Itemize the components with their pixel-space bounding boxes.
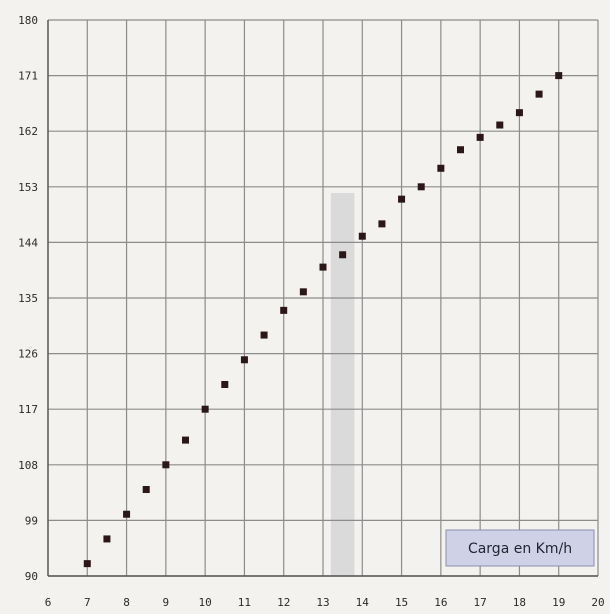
x-tick-label: 16 xyxy=(434,596,447,609)
x-tick-label: 12 xyxy=(277,596,290,609)
x-tick-label: 17 xyxy=(474,596,487,609)
data-point xyxy=(103,535,111,543)
highlight-band xyxy=(330,192,355,576)
data-points xyxy=(83,72,563,568)
y-tick-label: 135 xyxy=(18,292,38,305)
data-point xyxy=(457,146,464,154)
data-point xyxy=(83,560,91,568)
axes: 6 7 8 9 10 11 12 13 14 15 16 17 18 19 20 90 99 108 117 126 1… xyxy=(18,14,605,609)
y-tick-label: 117 xyxy=(18,403,38,416)
y-tick-label: 99 xyxy=(25,514,38,527)
data-point xyxy=(182,436,189,444)
x-tick-label: 6 xyxy=(45,596,52,609)
x-tick-label: 7 xyxy=(84,596,91,609)
x-tick-label: 9 xyxy=(163,596,170,609)
data-point xyxy=(123,510,131,518)
data-point xyxy=(240,356,248,364)
x-tick-label: 11 xyxy=(238,596,251,609)
data-point xyxy=(437,164,445,172)
data-point xyxy=(142,486,150,494)
data-point xyxy=(398,195,406,203)
x-tick-label: 14 xyxy=(356,596,370,609)
data-point xyxy=(260,331,268,339)
data-point xyxy=(496,121,504,129)
legend-box xyxy=(445,529,595,567)
data-point xyxy=(201,405,209,413)
x-tick-label: 8 xyxy=(123,596,130,609)
x-tick-label: 13 xyxy=(316,596,329,609)
y-tick-label: 108 xyxy=(18,459,38,472)
data-point xyxy=(515,109,523,117)
x-tick-label: 18 xyxy=(513,596,526,609)
data-point xyxy=(358,232,366,240)
highlight-band-rect xyxy=(330,192,355,576)
legend-label: Carga en Km/h xyxy=(468,541,572,557)
data-point xyxy=(221,380,229,388)
data-point xyxy=(555,72,563,80)
data-point xyxy=(299,288,307,296)
data-point xyxy=(339,251,347,259)
data-point xyxy=(162,461,170,469)
data-point xyxy=(535,90,543,98)
x-tick-label: 15 xyxy=(395,596,408,609)
y-tick-label: 153 xyxy=(18,181,38,194)
data-point xyxy=(476,133,484,141)
data-point xyxy=(417,183,425,191)
legend: Carga en Km/h xyxy=(445,529,595,567)
data-point xyxy=(319,263,327,271)
grid-lines xyxy=(47,19,599,577)
y-tick-label: 144 xyxy=(18,236,38,249)
x-tick-label: 20 xyxy=(591,596,604,609)
y-tick-label: 171 xyxy=(18,70,38,83)
data-point xyxy=(378,220,386,228)
data-point xyxy=(280,306,288,314)
y-tick-label: 90 xyxy=(25,570,38,583)
y-tick-label: 126 xyxy=(18,348,38,361)
x-tick-label: 10 xyxy=(199,596,212,609)
y-tick-label: 180 xyxy=(18,14,38,27)
y-tick-label: 162 xyxy=(18,125,38,138)
x-tick-label: 19 xyxy=(552,596,565,609)
